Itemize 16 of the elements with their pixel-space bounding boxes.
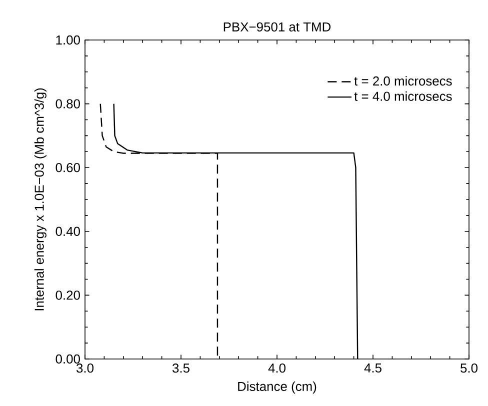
legend-label: t = 2.0 microsecs [354, 76, 452, 86]
x-tick-label: 5.0 [460, 364, 478, 373]
x-tick-label: 4.5 [364, 364, 382, 373]
y-tick-label: 0.40 [56, 226, 80, 236]
legend-label: t = 4.0 microsecs [354, 91, 452, 101]
x-tick-label: 3.5 [172, 364, 190, 373]
y-tick-label: 1.00 [56, 35, 80, 45]
x-axis-title: Distance (cm) [238, 382, 316, 394]
y-tick-label: 0.20 [56, 290, 80, 300]
y-tick-label: 0.80 [56, 99, 80, 108]
x-tick-label: 3.0 [76, 364, 94, 373]
y-tick-label: 0.00 [56, 354, 80, 364]
chart-title: PBX−9501 at TMD [224, 22, 331, 32]
y-axis-title: Internal energy x 1.0E−03 (Mb cm^3/g) [34, 88, 46, 310]
y-tick-label: 0.60 [56, 163, 80, 172]
x-tick-label: 4.0 [268, 364, 286, 373]
